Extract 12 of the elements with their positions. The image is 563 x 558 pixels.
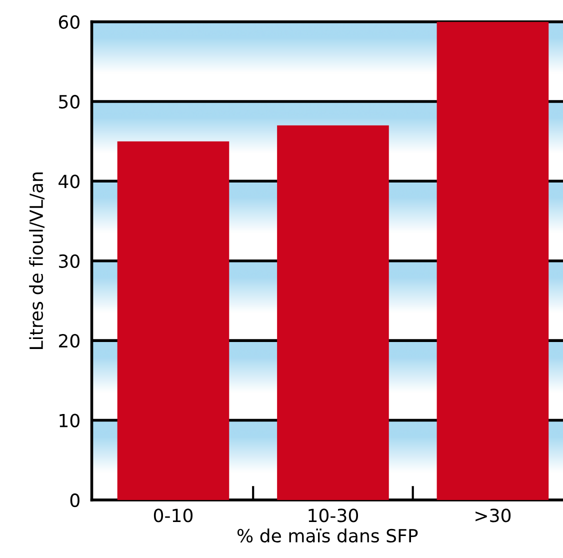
y-tick-label: 20 bbox=[59, 334, 80, 348]
y-tick-label: 30 bbox=[59, 254, 80, 268]
y-tick-label: 40 bbox=[58, 174, 80, 188]
y-tick-label: 60 bbox=[58, 15, 80, 29]
y-tick-label: 50 bbox=[59, 94, 80, 109]
x-axis-title: % de maïs dans SFP bbox=[237, 528, 418, 543]
y-axis-title: Litres de fioul/VL/an bbox=[29, 172, 44, 349]
y-tick-label: 0 bbox=[70, 493, 80, 508]
x-tick-label: >30 bbox=[476, 508, 511, 522]
x-tick-label: 10-30 bbox=[308, 508, 358, 522]
y-tick-label: 10 bbox=[60, 414, 80, 428]
x-tick-label: 0-10 bbox=[154, 508, 193, 522]
